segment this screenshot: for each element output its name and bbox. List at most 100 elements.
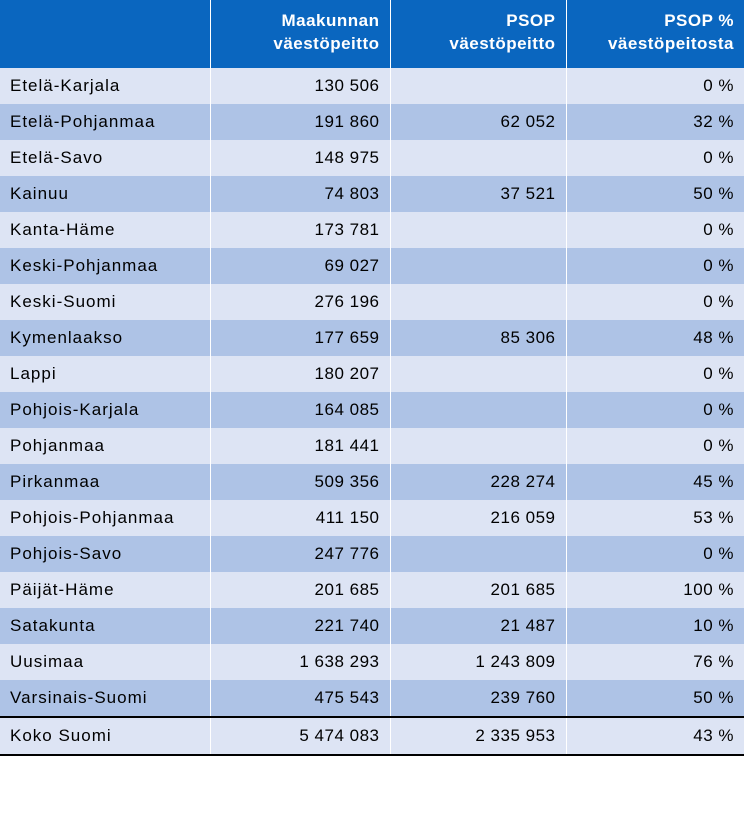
cell-region: Koko Suomi	[0, 717, 210, 755]
cell-population: 164 085	[210, 392, 390, 428]
cell-psop	[390, 284, 566, 320]
cell-psop-pct: 0 %	[566, 356, 744, 392]
cell-psop-pct: 0 %	[566, 284, 744, 320]
table-row: Pohjois-Pohjanmaa411 150216 05953 %	[0, 500, 744, 536]
cell-psop: 216 059	[390, 500, 566, 536]
table-row: Pohjois-Savo247 776 0 %	[0, 536, 744, 572]
cell-psop	[390, 140, 566, 176]
cell-population: 74 803	[210, 176, 390, 212]
cell-region: Etelä-Pohjanmaa	[0, 104, 210, 140]
cell-psop-pct: 53 %	[566, 500, 744, 536]
table-row: Kanta-Häme173 781 0 %	[0, 212, 744, 248]
cell-population: 247 776	[210, 536, 390, 572]
header-psop: PSOP väestöpeitto	[390, 0, 566, 68]
cell-population: 276 196	[210, 284, 390, 320]
cell-psop	[390, 536, 566, 572]
cell-psop: 1 243 809	[390, 644, 566, 680]
table-row: Keski-Pohjanmaa69 0270 %	[0, 248, 744, 284]
cell-region: Kainuu	[0, 176, 210, 212]
header-population: Maakunnan väestöpeitto	[210, 0, 390, 68]
cell-region: Uusimaa	[0, 644, 210, 680]
cell-region: Etelä-Karjala	[0, 68, 210, 104]
cell-psop-pct: 32 %	[566, 104, 744, 140]
cell-psop-pct: 76 %	[566, 644, 744, 680]
header-psop-pct-line2: väestöpeitosta	[608, 34, 734, 53]
cell-psop-pct: 45 %	[566, 464, 744, 500]
cell-region: Lappi	[0, 356, 210, 392]
cell-psop-pct: 0 %	[566, 140, 744, 176]
cell-psop-pct: 0 %	[566, 536, 744, 572]
cell-population: 411 150	[210, 500, 390, 536]
cell-psop-pct: 0 %	[566, 212, 744, 248]
cell-population: 191 860	[210, 104, 390, 140]
table-row: Etelä-Karjala130 5060 %	[0, 68, 744, 104]
table-body: Etelä-Karjala130 5060 %Etelä-Pohjanmaa19…	[0, 68, 744, 755]
cell-population: 221 740	[210, 608, 390, 644]
table-row: Etelä-Savo148 975 0 %	[0, 140, 744, 176]
cell-population: 1 638 293	[210, 644, 390, 680]
table-row: Kainuu74 80337 52150 %	[0, 176, 744, 212]
cell-psop: 201 685	[390, 572, 566, 608]
table-row: Pirkanmaa509 356228 27445 %	[0, 464, 744, 500]
cell-region: Pohjois-Pohjanmaa	[0, 500, 210, 536]
table-row: Kymenlaakso177 65985 30648 %	[0, 320, 744, 356]
header-psop-pct: PSOP % väestöpeitosta	[566, 0, 744, 68]
cell-region: Pirkanmaa	[0, 464, 210, 500]
cell-psop	[390, 428, 566, 464]
table-row: Varsinais-Suomi475 543239 76050 %	[0, 680, 744, 717]
cell-region: Päijät-Häme	[0, 572, 210, 608]
cell-population: 148 975	[210, 140, 390, 176]
cell-population: 475 543	[210, 680, 390, 717]
header-psop-line1: PSOP	[506, 11, 555, 30]
table-row-total: Koko Suomi5 474 0832 335 95343 %	[0, 717, 744, 755]
cell-psop	[390, 248, 566, 284]
cell-population: 69 027	[210, 248, 390, 284]
cell-psop-pct: 0 %	[566, 392, 744, 428]
cell-region: Kymenlaakso	[0, 320, 210, 356]
table-header: Maakunnan väestöpeitto PSOP väestöpeitto…	[0, 0, 744, 68]
cell-psop: 2 335 953	[390, 717, 566, 755]
cell-population: 173 781	[210, 212, 390, 248]
cell-psop: 239 760	[390, 680, 566, 717]
cell-population: 201 685	[210, 572, 390, 608]
cell-region: Etelä-Savo	[0, 140, 210, 176]
header-population-line2: väestöpeitto	[273, 34, 379, 53]
cell-psop-pct: 0 %	[566, 428, 744, 464]
header-region	[0, 0, 210, 68]
cell-region: Pohjois-Savo	[0, 536, 210, 572]
cell-psop-pct: 50 %	[566, 680, 744, 717]
cell-psop: 21 487	[390, 608, 566, 644]
table-container: Maakunnan väestöpeitto PSOP väestöpeitto…	[0, 0, 744, 756]
cell-population: 177 659	[210, 320, 390, 356]
cell-psop-pct: 0 %	[566, 68, 744, 104]
cell-psop: 85 306	[390, 320, 566, 356]
header-population-line1: Maakunnan	[281, 11, 379, 30]
table-row: Etelä-Pohjanmaa191 86062 05232 %	[0, 104, 744, 140]
cell-psop-pct: 0 %	[566, 248, 744, 284]
cell-population: 509 356	[210, 464, 390, 500]
table-row: Pohjois-Karjala164 0850 %	[0, 392, 744, 428]
cell-psop-pct: 50 %	[566, 176, 744, 212]
cell-psop: 228 274	[390, 464, 566, 500]
cell-region: Satakunta	[0, 608, 210, 644]
cell-region: Pohjanmaa	[0, 428, 210, 464]
table-row: Pohjanmaa181 441 0 %	[0, 428, 744, 464]
cell-psop	[390, 392, 566, 428]
cell-region: Varsinais-Suomi	[0, 680, 210, 717]
table-row: Satakunta221 74021 48710 %	[0, 608, 744, 644]
cell-population: 181 441	[210, 428, 390, 464]
cell-psop	[390, 356, 566, 392]
table-row: Uusimaa1 638 2931 243 80976 %	[0, 644, 744, 680]
cell-psop-pct: 10 %	[566, 608, 744, 644]
cell-region: Keski-Suomi	[0, 284, 210, 320]
table-row: Keski-Suomi276 196 0 %	[0, 284, 744, 320]
cell-population: 180 207	[210, 356, 390, 392]
cell-psop	[390, 68, 566, 104]
table-row: Päijät-Häme201 685201 685100 %	[0, 572, 744, 608]
cell-psop: 37 521	[390, 176, 566, 212]
cell-population: 5 474 083	[210, 717, 390, 755]
cell-psop-pct: 100 %	[566, 572, 744, 608]
cell-region: Kanta-Häme	[0, 212, 210, 248]
table-row: Lappi180 207 0 %	[0, 356, 744, 392]
cell-psop-pct: 48 %	[566, 320, 744, 356]
